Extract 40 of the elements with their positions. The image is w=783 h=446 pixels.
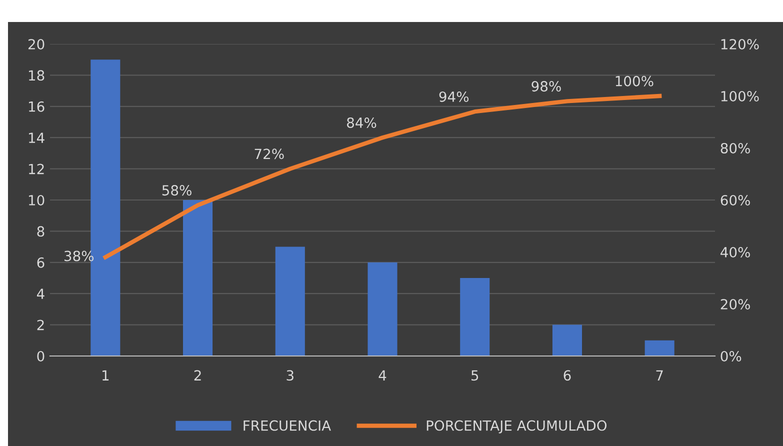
y-tick-label: 16 <box>28 101 44 112</box>
x-tick-label: 6 <box>564 370 571 381</box>
y2-tick-label: 60% <box>720 194 750 206</box>
x-tick-label: 5 <box>472 370 478 381</box>
y-tick-label: 12 <box>28 164 44 174</box>
y2-tick-label: 120% <box>721 38 759 50</box>
data-label: 94% <box>439 91 469 102</box>
y-tick-label: 8 <box>37 226 44 237</box>
y2-tick-label: 80% <box>720 142 750 154</box>
bar <box>460 278 490 356</box>
data-label: 84% <box>347 117 376 128</box>
x-tick-label: 7 <box>656 370 663 380</box>
y-tick-label: 4 <box>36 288 44 299</box>
x-tick-label: 1 <box>102 370 109 380</box>
data-label: 72% <box>254 148 284 160</box>
y2-tick-label: 20% <box>720 298 750 310</box>
legend-label: FRECUENCIA <box>244 420 331 431</box>
y2-tick-label: 0% <box>720 350 742 362</box>
data-label: 100% <box>616 76 654 86</box>
y-tick-label: 20 <box>28 38 44 50</box>
bar <box>183 200 213 356</box>
bar <box>552 324 582 356</box>
data-label: 98% <box>532 81 561 92</box>
y2-tick-label: 100% <box>721 90 759 102</box>
x-tick-label: 2 <box>194 370 201 380</box>
data-label: 58% <box>162 185 192 196</box>
bar <box>275 246 305 356</box>
bar <box>644 340 674 356</box>
y-tick-label: 0 <box>37 350 44 362</box>
y-tick-label: 14 <box>28 132 44 143</box>
x-tick-label: 4 <box>378 370 386 380</box>
y-tick-label: 2 <box>37 320 44 330</box>
y-tick-label: 6 <box>37 257 44 268</box>
line-series <box>103 94 662 260</box>
legend-label: PORCENTAJE ACUMULADO <box>426 420 607 434</box>
bar <box>368 262 398 356</box>
y-tick-label: 10 <box>28 194 44 206</box>
y-tick-label: 18 <box>28 70 44 81</box>
x-tick-label: 3 <box>286 370 294 381</box>
y2-tick-label: 40% <box>720 246 750 258</box>
